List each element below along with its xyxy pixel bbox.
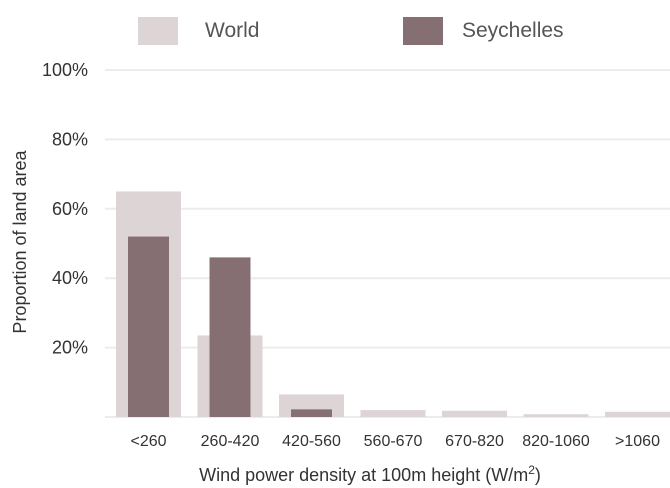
gridlines [105, 69, 670, 418]
x-tick-label: 670-820 [445, 433, 504, 450]
y-tick-labels: 100% 80% 60% 40% 20% [42, 60, 88, 358]
y-axis-title: Proportion of land area [10, 149, 30, 333]
y-tick-label: 100% [42, 60, 88, 80]
bars-seychelles [128, 236, 332, 417]
bar-seychelles-1 [209, 257, 251, 417]
x-axis-title: Wind power density at 100m height (W/m2) [199, 463, 541, 485]
bar-world-6 [605, 411, 670, 417]
x-tick-labels: <260 260-420 420-560 560-670 670-820 820-1060… [130, 433, 660, 450]
bar-world-4 [442, 410, 507, 417]
bar-world-5 [523, 414, 589, 417]
legend: World Seychelles [138, 17, 564, 45]
legend-label-world: World [205, 19, 259, 42]
bars-world [116, 191, 670, 417]
legend-swatch-world [138, 17, 178, 45]
y-tick-label: 20% [52, 338, 88, 358]
x-axis-title-superscript: 2 [528, 463, 535, 477]
x-tick-label: 260-420 [201, 433, 260, 450]
bar-seychelles-2 [291, 409, 332, 417]
x-tick-label: 420-560 [282, 433, 341, 450]
y-tick-label: 80% [52, 129, 88, 149]
y-tick-label: 40% [52, 268, 88, 288]
x-axis-title-main: Wind power density at 100m height (W/m [199, 465, 528, 485]
y-tick-label: 60% [52, 199, 88, 219]
legend-label-seychelles: Seychelles [462, 19, 564, 42]
legend-swatch-seychelles [403, 17, 443, 45]
x-tick-label: <260 [130, 433, 166, 450]
bar-world-3 [360, 410, 426, 417]
x-tick-label: >1060 [615, 433, 660, 450]
x-axis-title-suffix: ) [535, 465, 541, 485]
x-tick-label: 560-670 [364, 433, 423, 450]
x-tick-label: 820-1060 [522, 433, 590, 450]
bar-seychelles-0 [128, 236, 169, 417]
